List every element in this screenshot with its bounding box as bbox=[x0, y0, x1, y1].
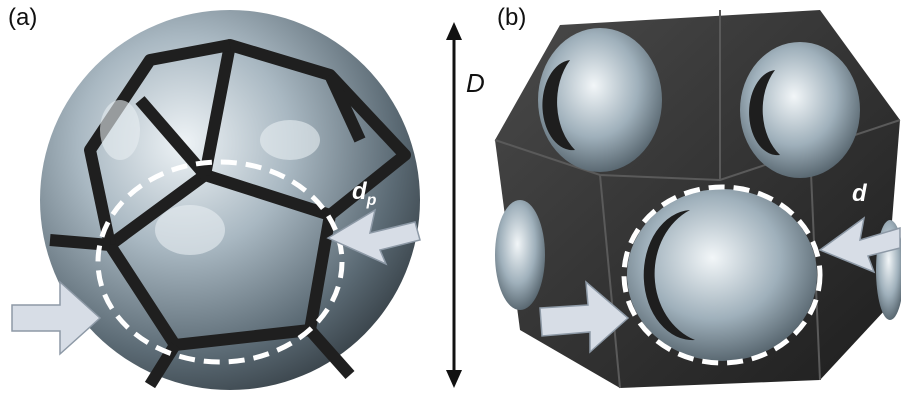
panel-a-label: (a) bbox=[8, 4, 38, 31]
panel-a-dimension-subscript: p bbox=[366, 191, 377, 209]
sphere-reflections bbox=[100, 100, 320, 255]
panel-a-sphere bbox=[11, 10, 421, 390]
sphere-body bbox=[40, 10, 420, 390]
panel-b-dimension-label: d bbox=[852, 180, 867, 207]
lens-top-left bbox=[538, 28, 662, 172]
panel-b-dodecahedron bbox=[494, 10, 901, 389]
dimension-arrow-D bbox=[446, 22, 462, 388]
lens-left-edge bbox=[495, 200, 545, 310]
panel-b-label: (b) bbox=[497, 4, 527, 31]
overall-dimension-label: D bbox=[466, 68, 485, 98]
panel-a-dimension-label: dp bbox=[352, 178, 376, 210]
lens-center bbox=[627, 189, 817, 361]
panel-a-dimension-letter: d bbox=[352, 178, 367, 205]
dimension-arrowhead-bottom bbox=[446, 370, 462, 388]
dodeca-highlight-circle bbox=[621, 184, 823, 366]
lens-top-right-crescent bbox=[749, 70, 780, 156]
sphere-highlight-circle bbox=[95, 159, 345, 365]
dimension-arrowhead-top bbox=[446, 22, 462, 40]
arrow-left-b bbox=[539, 280, 630, 354]
arrow-left-a bbox=[11, 280, 102, 356]
lens-center-crescent bbox=[643, 210, 695, 341]
lens-top-left-crescent bbox=[542, 60, 575, 151]
arrow-right-b bbox=[818, 216, 901, 274]
arrow-right-a bbox=[326, 208, 421, 266]
